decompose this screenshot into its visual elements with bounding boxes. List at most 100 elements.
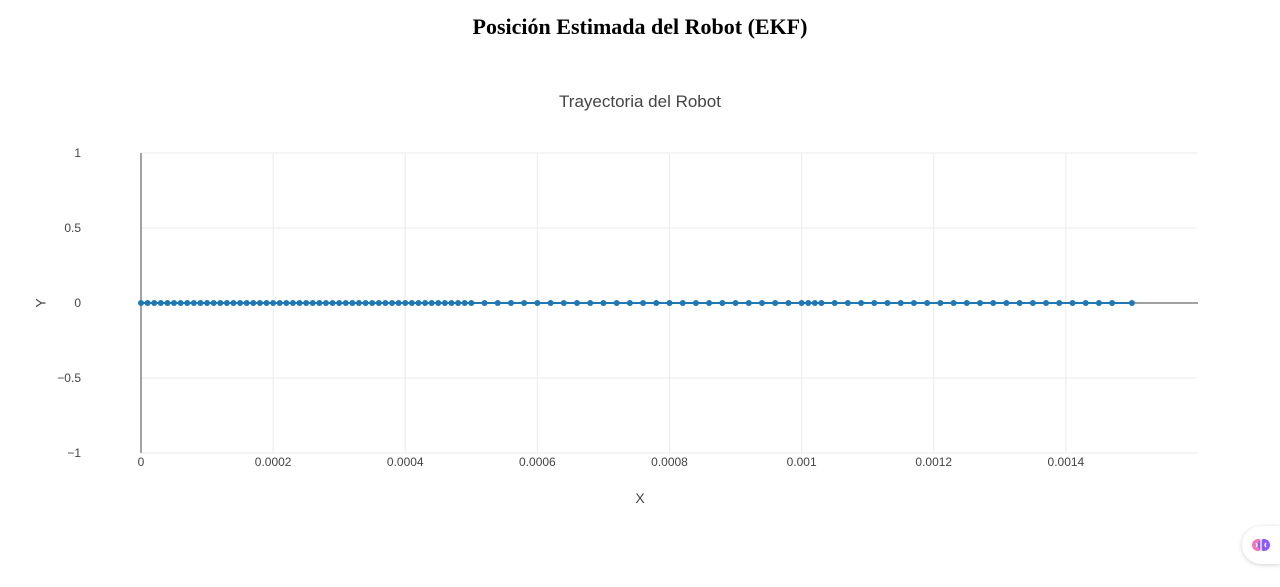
trajectory-point xyxy=(382,300,389,306)
trajectory-point xyxy=(210,300,217,306)
trajectory-point xyxy=(600,300,607,306)
trajectory-point xyxy=(184,300,191,306)
trajectory-point xyxy=(190,300,197,306)
trajectory-point xyxy=(217,300,224,306)
trajectory-point xyxy=(322,300,329,306)
x-tick-label: 0.0008 xyxy=(651,455,688,469)
trajectory-point xyxy=(1082,300,1089,306)
trajectory-point xyxy=(924,300,931,306)
trajectory-point xyxy=(448,300,455,306)
trajectory-point xyxy=(1095,300,1102,306)
trajectory-point xyxy=(574,300,581,306)
y-tick-label: 1 xyxy=(74,146,81,160)
trajectory-point xyxy=(613,300,620,306)
trajectory-point xyxy=(441,300,448,306)
trajectory-point xyxy=(587,300,594,306)
trajectory-point xyxy=(884,300,891,306)
trajectory-point xyxy=(858,300,865,306)
trajectory-point xyxy=(402,300,409,306)
trajectory-point xyxy=(811,300,818,306)
trajectory-point xyxy=(283,300,290,306)
trajectory-point xyxy=(732,300,739,306)
trajectory-point xyxy=(428,300,435,306)
trajectory-point xyxy=(408,300,415,306)
trajectory-point xyxy=(507,300,514,306)
trajectory-point xyxy=(415,300,422,306)
trajectory-point xyxy=(626,300,633,306)
trajectory-point xyxy=(719,300,726,306)
trajectory-point xyxy=(303,300,310,306)
series-layer xyxy=(138,300,1135,306)
x-tick-label: 0.0002 xyxy=(255,455,292,469)
trajectory-point xyxy=(1109,300,1116,306)
trajectory-point xyxy=(950,300,957,306)
trajectory-point xyxy=(1056,300,1063,306)
trajectory-point xyxy=(356,300,363,306)
trajectory-point xyxy=(223,300,230,306)
trajectory-point xyxy=(468,300,475,306)
x-tick-label: 0.0004 xyxy=(387,455,424,469)
trajectory-point xyxy=(990,300,997,306)
trajectory-point xyxy=(270,300,277,306)
trajectory-point xyxy=(171,300,178,306)
trajectory-point xyxy=(679,300,686,306)
trajectory-point xyxy=(871,300,878,306)
trajectory-point xyxy=(798,300,805,306)
trajectory-point xyxy=(481,300,488,306)
trajectory-point xyxy=(435,300,442,306)
x-tick-label: 0.0006 xyxy=(519,455,556,469)
x-tick-label: 0.0012 xyxy=(915,455,952,469)
trajectory-point xyxy=(692,300,699,306)
trajectory-point xyxy=(349,300,356,306)
y-tick-label: 0.5 xyxy=(64,221,81,235)
trajectory-point xyxy=(910,300,917,306)
trajectory-point xyxy=(230,300,237,306)
trajectory-point xyxy=(276,300,283,306)
trajectory-point xyxy=(785,300,792,306)
trajectory-point xyxy=(138,300,144,306)
trajectory-point xyxy=(534,300,541,306)
trajectory-point xyxy=(1069,300,1076,306)
trajectory-point xyxy=(237,300,244,306)
trajectory-point xyxy=(640,300,647,306)
trajectory-point xyxy=(395,300,402,306)
trajectory-point xyxy=(204,300,211,306)
trajectory-point xyxy=(289,300,296,306)
trajectory-point xyxy=(1003,300,1010,306)
trajectory-point xyxy=(151,300,158,306)
trajectory-point xyxy=(1016,300,1023,306)
trajectory-point xyxy=(369,300,376,306)
trajectory-point xyxy=(243,300,250,306)
y-axis-title: Y xyxy=(33,298,49,308)
trajectory-point xyxy=(818,300,825,306)
trajectory-point xyxy=(976,300,983,306)
trajectory-point xyxy=(844,300,851,306)
tick-layer: 0 0.0002 0.0004 0.0006 0.0008 0.001 0.0012 0.00… xyxy=(57,146,1084,469)
y-tick-label: −1 xyxy=(67,446,81,460)
trajectory-point xyxy=(1043,300,1050,306)
trajectory-point xyxy=(772,300,779,306)
trajectory-point xyxy=(422,300,429,306)
trajectory-point xyxy=(963,300,970,306)
trajectory-point xyxy=(1029,300,1036,306)
trajectory-point xyxy=(831,300,838,306)
y-tick-label: −0.5 xyxy=(57,371,81,385)
trajectory-point xyxy=(706,300,713,306)
trajectory-point xyxy=(250,300,257,306)
trajectory-point xyxy=(461,300,468,306)
trajectory-point xyxy=(263,300,270,306)
trajectory-point xyxy=(177,300,184,306)
trajectory-point xyxy=(521,300,528,306)
trajectory-point xyxy=(1128,300,1135,306)
assistant-button[interactable] xyxy=(1242,526,1280,564)
trajectory-point xyxy=(164,300,171,306)
trajectory-point xyxy=(197,300,204,306)
x-tick-label: 0.001 xyxy=(787,455,817,469)
trajectory-point xyxy=(937,300,944,306)
trajectory-point xyxy=(758,300,765,306)
x-tick-label: 0.0014 xyxy=(1048,455,1085,469)
trajectory-point xyxy=(455,300,462,306)
trajectory-point xyxy=(494,300,501,306)
trajectory-point xyxy=(653,300,660,306)
